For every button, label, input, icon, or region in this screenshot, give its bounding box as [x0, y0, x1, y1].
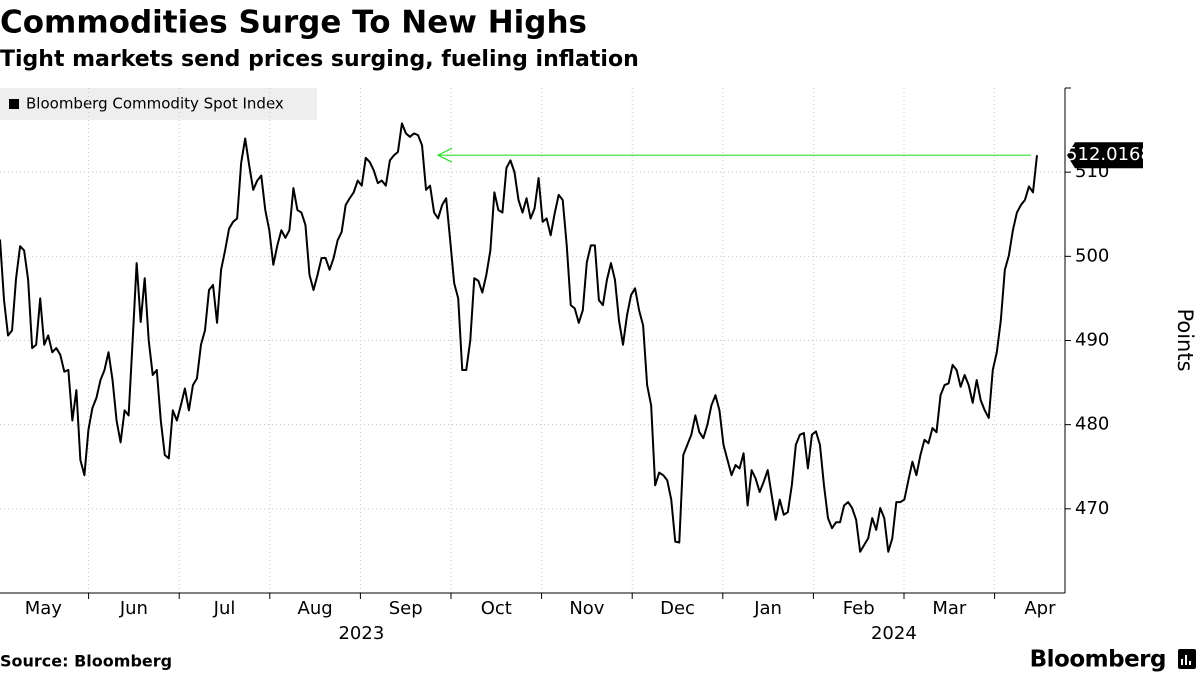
legend-label: Bloomberg Commodity Spot Index — [26, 95, 284, 113]
source: Source: Bloomberg — [0, 652, 172, 671]
x-tick-label: Aug — [298, 598, 333, 619]
y-tick-label: 490 — [1075, 330, 1109, 351]
legend-box — [0, 88, 317, 120]
x-tick-label: Jul — [213, 598, 236, 619]
x-tick-label: Jun — [119, 598, 148, 619]
x-tick-label: May — [25, 598, 63, 619]
x-tick-label: Feb — [843, 598, 875, 619]
x-tick-label: Sep — [389, 598, 423, 619]
last-value-arrowhead — [436, 147, 453, 163]
y-axis-label: Points — [1173, 308, 1197, 371]
chart-subtitle: Tight markets send prices surging, fueli… — [0, 47, 639, 72]
brand-icon-bars — [1181, 655, 1191, 665]
x-year-label: 2023 — [338, 623, 384, 644]
x-tick-label: Nov — [569, 598, 604, 619]
legend-swatch — [9, 99, 19, 109]
y-tick-label: 500 — [1075, 245, 1109, 266]
brand: Bloomberg — [1030, 647, 1166, 673]
x-tick-label: Mar — [932, 598, 967, 619]
last-value-label: 512.0168 — [1066, 144, 1152, 165]
x-tick-label: Apr — [1024, 598, 1056, 619]
line-series — [0, 122, 1038, 553]
x-tick-label: Dec — [660, 598, 695, 619]
x-tick-label: Oct — [481, 598, 512, 619]
x-year-label: 2024 — [871, 623, 917, 644]
y-tick-label: 470 — [1075, 498, 1109, 519]
y-tick-label: 480 — [1075, 414, 1109, 435]
x-tick-label: Jan — [753, 598, 782, 619]
chart-title: Commodities Surge To New Highs — [0, 5, 587, 41]
last-value-box — [1067, 142, 1143, 169]
